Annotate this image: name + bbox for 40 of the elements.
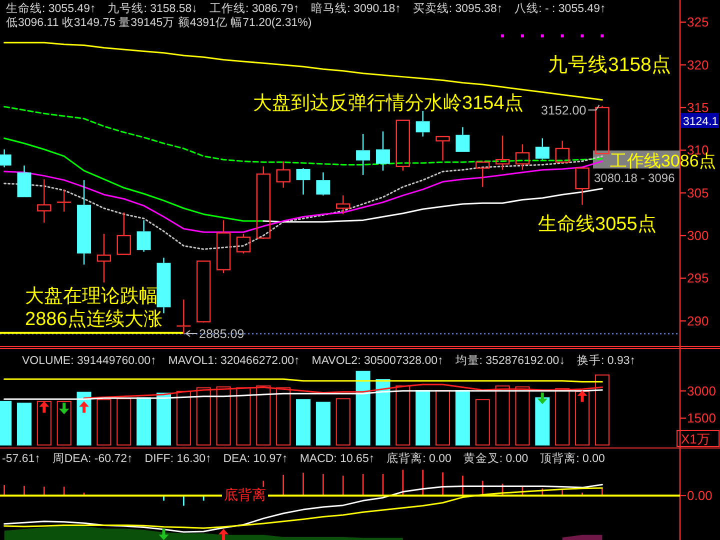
annotation: MAVOL1: 320466272.00↑ <box>168 355 300 367</box>
text: 底背离: 0.00 <box>386 451 452 465</box>
text: DEA: 10.97↑ <box>223 453 288 465</box>
y-tick-label: 315 <box>687 100 709 116</box>
annotation: 暗马线: 3090.18↑ <box>311 1 401 15</box>
annotation: 大盘到达反弹行情分水岭3154点 <box>253 93 524 114</box>
y-axis-title: X1万 <box>681 432 710 446</box>
y-tick-label: 1500 <box>687 410 716 426</box>
annotation: 八线: - : 3055.49↑ <box>514 2 606 15</box>
annotation: 生命线3055点 <box>538 214 656 235</box>
text: 黄金叉: 0.00 <box>463 452 528 465</box>
y-tick-label: 300 <box>687 228 709 244</box>
text: 顶背离: 0.00 <box>540 451 605 465</box>
text: MACD: 10.65↑ <box>300 453 375 465</box>
annotation: 底背离 <box>224 486 266 502</box>
annotation: 3152.00 <box>541 104 586 118</box>
ref-line-label: 0.00 <box>687 488 712 504</box>
annotation: 工作线: 3086.79↑ <box>209 2 300 15</box>
annotation: 九号线3158点 <box>548 54 672 76</box>
y-tick-label: 305 <box>687 185 709 200</box>
annotation: 九号线: 3158.58↓ <box>108 2 198 15</box>
text: 周DEA: -60.72↑ <box>52 452 133 465</box>
text: 3124.1 <box>683 116 718 128</box>
text: DIFF: 16.30↑ <box>144 453 212 465</box>
annotation: 生命线: 3055.49↑ <box>6 2 96 15</box>
annotation: 换手: 0.93↑ <box>576 353 636 367</box>
y-tick-label: 320 <box>687 57 709 72</box>
annotation: 3080.18 - 3096 <box>594 171 676 185</box>
annotation: 买卖线: 3095.38↑ <box>412 2 503 15</box>
annotation: MAVOL2: 305007328.00↑ <box>312 355 444 367</box>
annotation: 均量: 352876192.00↓ <box>454 354 565 367</box>
y-tick-label: 295 <box>687 270 709 286</box>
annotation: 大盘在理论跌幅2886点连续大涨 <box>25 286 162 330</box>
annotation: VOLUME: 391449760.00↑ <box>22 355 156 367</box>
annotation: 2885.09 <box>199 327 244 341</box>
y-tick-label: 325 <box>687 14 709 30</box>
annotation: 低3096.11 收3149.75 量39145万 额4391亿 幅71.20(2.31%) <box>6 15 312 29</box>
text: -57.61↑ <box>2 453 40 465</box>
y-tick-label: 3000 <box>687 383 716 398</box>
y-tick-label: 290 <box>687 313 709 328</box>
